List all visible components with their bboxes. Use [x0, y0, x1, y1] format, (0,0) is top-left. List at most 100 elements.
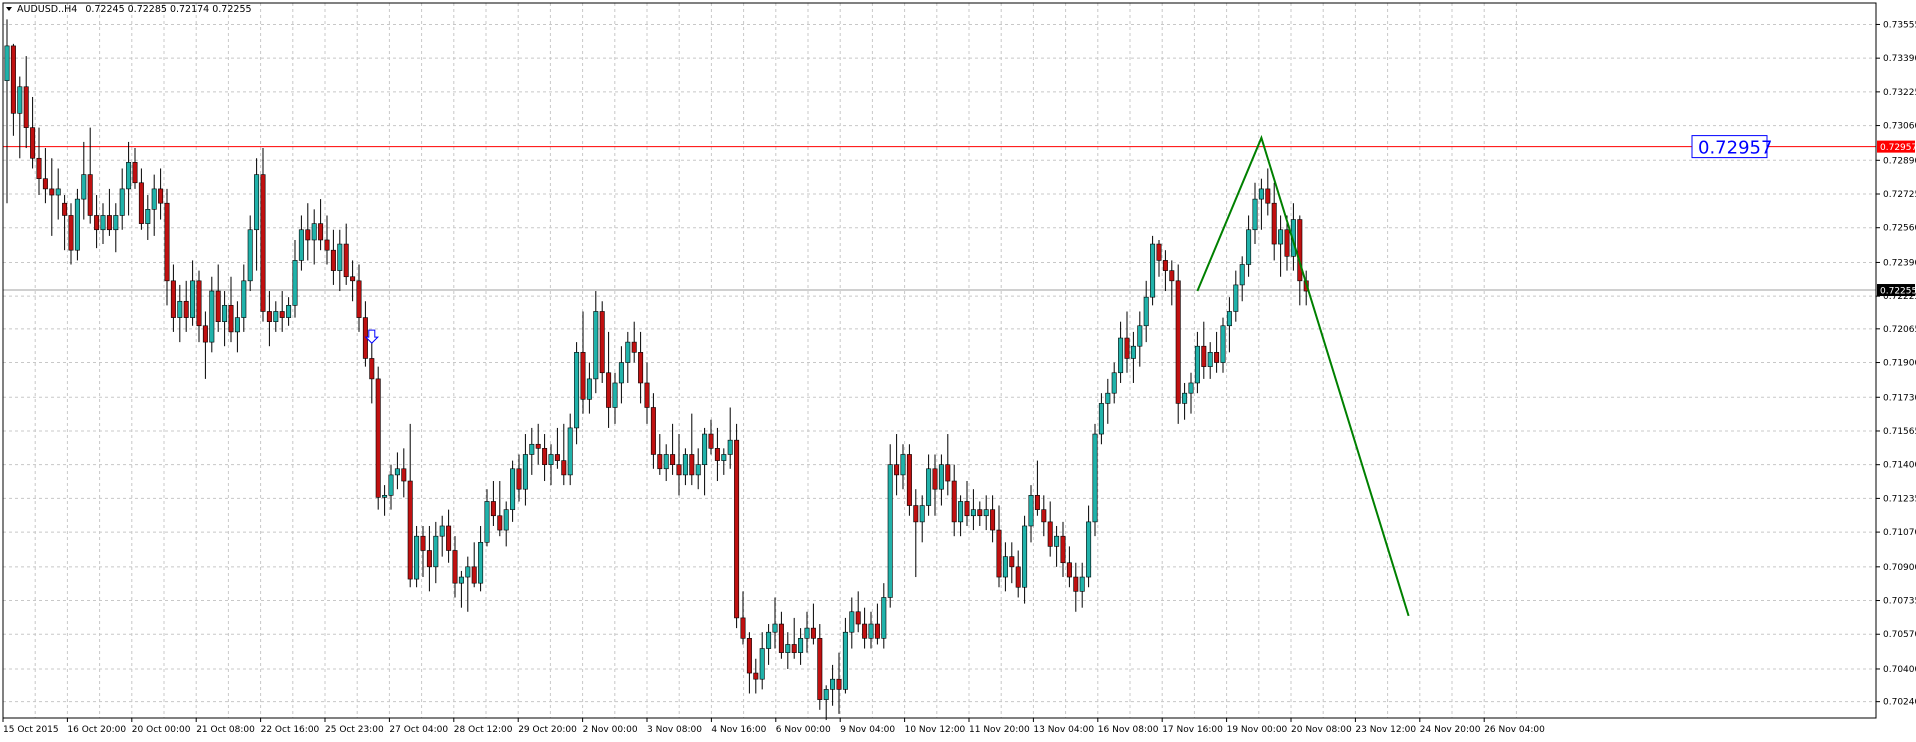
candle-body-bull	[1278, 229, 1284, 245]
candle-body-bear	[554, 454, 560, 461]
candle	[1194, 331, 1200, 394]
candle	[708, 419, 714, 455]
candle	[567, 413, 573, 486]
candle-body-bull	[663, 454, 669, 470]
candle-body-bull	[1252, 198, 1258, 231]
candle-body-bear	[106, 215, 112, 231]
candle	[375, 366, 381, 510]
level-price-box-text: 0.72957	[1698, 138, 1772, 159]
candle-body-bull	[522, 454, 528, 490]
candle	[247, 215, 253, 292]
time-tick-label: 23 Nov 12:00	[1355, 725, 1416, 735]
candle	[772, 597, 778, 649]
candle-body-bull	[1143, 296, 1149, 327]
candle-body-bear	[183, 300, 189, 318]
candle	[926, 454, 932, 516]
candle	[266, 291, 272, 347]
time-tick-label: 3 Nov 08:00	[647, 725, 702, 735]
candle-body-bear	[1271, 202, 1277, 245]
candle-body-bull	[1079, 576, 1085, 592]
candle	[170, 264, 176, 332]
candle	[938, 454, 944, 506]
candle-body-bear	[1073, 576, 1079, 592]
candle-body-bear	[42, 178, 48, 190]
candle	[599, 301, 605, 383]
candle-body-bear	[420, 535, 426, 551]
candle-body-bull	[612, 382, 618, 408]
candle	[1124, 311, 1130, 373]
candle	[823, 685, 829, 721]
candle	[548, 444, 554, 486]
candle-body-bull	[394, 468, 400, 476]
time-tick-label: 9 Nov 04:00	[840, 725, 895, 735]
candle	[407, 423, 413, 588]
time-tick-label: 29 Oct 20:00	[518, 725, 577, 735]
candle	[740, 591, 746, 645]
candle-body-bear	[561, 460, 567, 476]
time-tick-label: 11 Nov 20:00	[969, 725, 1030, 735]
candle-body-bull	[900, 454, 906, 476]
candle-body-bull	[414, 535, 420, 580]
candle-body-bear	[932, 468, 938, 490]
candle	[977, 501, 983, 526]
candle-body-bear	[862, 623, 868, 639]
candle	[586, 362, 592, 414]
price-tick-label: 0.73225	[1883, 88, 1916, 98]
level-price-box[interactable]: 0.72957	[1691, 135, 1772, 159]
candle	[273, 301, 279, 332]
candle-body-bear	[740, 617, 746, 639]
candle	[900, 444, 906, 490]
candle	[759, 632, 765, 690]
candle-body-bull	[1086, 521, 1092, 578]
candle	[388, 464, 394, 510]
dropdown-triangle-icon[interactable]	[6, 7, 12, 11]
candle-body-bear	[1124, 337, 1130, 359]
candle-body-bear	[497, 515, 503, 531]
candle-body-bull	[382, 495, 388, 498]
candle	[670, 423, 676, 475]
candle	[254, 158, 260, 271]
candle-body-bear	[996, 529, 1002, 578]
candle	[1188, 372, 1194, 414]
candle	[676, 434, 682, 496]
candle	[286, 297, 292, 326]
candle	[522, 434, 528, 506]
candle	[42, 148, 48, 204]
candle	[810, 603, 816, 645]
candle-body-bear	[516, 468, 522, 490]
candle-body-bear	[977, 509, 983, 517]
candle-body-bull	[190, 280, 196, 318]
candle-body-bull	[695, 464, 701, 476]
candle-body-bear	[1169, 270, 1175, 282]
candle-body-bear	[1066, 562, 1072, 578]
candle	[830, 664, 836, 706]
candle-body-bear	[1041, 509, 1047, 523]
candle-body-bear	[202, 325, 208, 343]
candle-body-bear	[215, 290, 221, 322]
candle-body-bear	[657, 454, 663, 470]
candle-body-bull	[222, 305, 228, 322]
candle	[612, 372, 618, 424]
candle	[1009, 542, 1015, 584]
candle-body-bear	[689, 454, 695, 476]
candle	[945, 434, 951, 496]
candle-body-bull	[529, 443, 535, 455]
candle-body-bull	[1226, 311, 1232, 327]
candle	[126, 141, 132, 216]
candle	[1233, 270, 1239, 322]
candle-body-bull	[785, 644, 791, 653]
candle-body-bull	[1118, 337, 1124, 374]
candle-body-bear	[599, 311, 605, 374]
candle-body-bull	[1207, 352, 1213, 367]
ohlc-label: 0.72245 0.72285 0.72174 0.72255	[85, 4, 251, 15]
candle	[401, 448, 407, 498]
candle	[1028, 485, 1034, 543]
candle	[663, 444, 669, 482]
candle-body-bear	[350, 276, 356, 282]
candle-body-bull	[311, 223, 317, 241]
